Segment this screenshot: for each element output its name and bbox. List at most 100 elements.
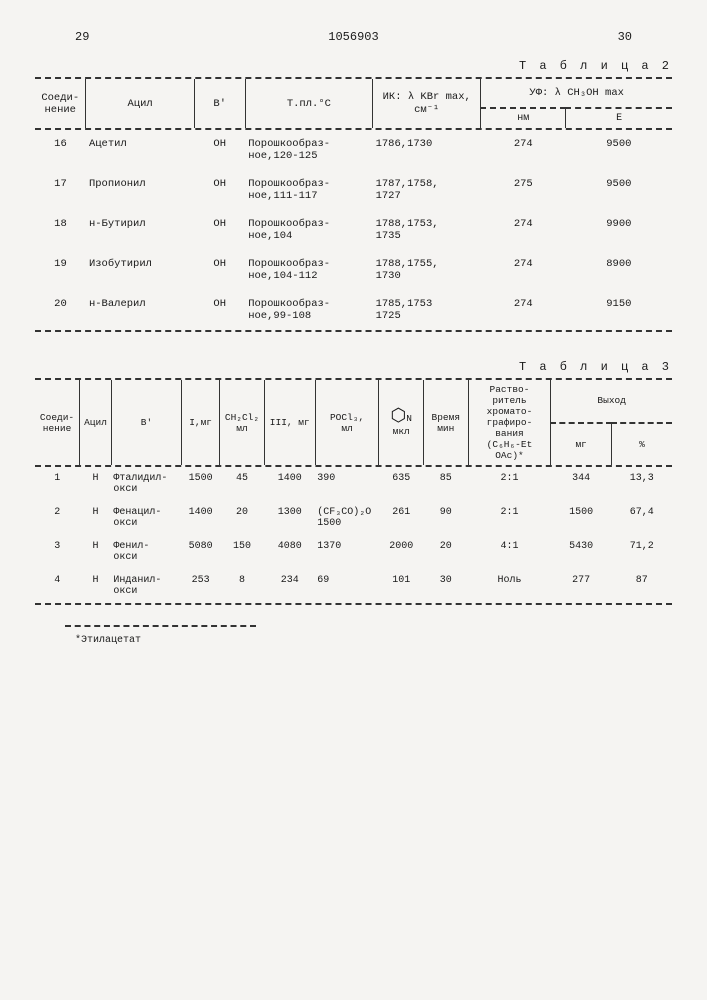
cell: 150 [220,535,265,569]
divider [65,625,256,627]
t3-col-compound: Соеди-нение [35,380,80,465]
cell: 1400 [264,467,315,501]
cell: OH [194,170,245,210]
cell: 1788,1753,1735 [373,210,481,250]
cell: 20 [220,501,265,535]
cell: 20 [424,535,469,569]
cell: OH [194,210,245,250]
table2-title: Т а б л и ц а 2 [35,59,672,73]
table-row: 19ИзобутирилOHПорошкообраз-ное,104-11217… [35,250,672,290]
cell: Порошкообраз-ное,104-112 [245,250,372,290]
cell: 2 [35,501,80,535]
t2-col-b: B' [194,79,245,128]
cell: Фенацил-окси [111,501,181,535]
t2-col-ik: ИК: λ KBr max, см⁻¹ [373,79,481,128]
cell: OH [194,130,245,170]
cell: 261 [379,501,424,535]
cell: 4:1 [468,535,551,569]
cell: 1300 [264,501,315,535]
cell: Инданил-окси [111,569,181,603]
cell: 5080 [181,535,219,569]
cell: 71,2 [611,535,672,569]
t3-col-mg: мг [551,423,612,466]
cell: Порошкообраз-ное,104 [245,210,372,250]
cell: Фенил-окси [111,535,181,569]
cell: Фталидил-окси [111,467,181,501]
table3: Соеди-нение Ацил B' I,мг CH₂Cl₂мл III, м… [35,380,672,603]
cell: 274 [481,250,566,290]
t2-col-uv: УФ: λ CH₃OH max [481,79,672,108]
table-row: 4HИнданил-окси25382346910130Ноль27787 [35,569,672,603]
cell: Ноль [468,569,551,603]
cell: H [80,569,112,603]
cell: 101 [379,569,424,603]
cell: 4080 [264,535,315,569]
cell: 1785,17531725 [373,290,481,330]
t2-col-e: Е [566,108,672,128]
cell: Пропионил [86,170,194,210]
cell: 19 [35,250,86,290]
table-row: 3HФенил-окси5080150408013702000204:15430… [35,535,672,569]
table-row: 2HФенацил-окси1400201300(CF₃CO)₂O1500261… [35,501,672,535]
cell: 274 [481,290,566,330]
cell: 1787,1758,1727 [373,170,481,210]
cell: H [80,501,112,535]
cell: 2:1 [468,501,551,535]
cell: 277 [551,569,612,603]
cell: 275 [481,170,566,210]
t2-col-tp: Т.пл.°С [245,79,372,128]
cell: 390 [315,467,379,501]
cell: 1500 [551,501,612,535]
cell: н-Бутирил [86,210,194,250]
t3-col-hex: ⬡Nмкл [379,380,424,465]
cell: 20 [35,290,86,330]
t2-col-acyl: Ацил [86,79,194,128]
cell: Порошкообраз-ное,99-108 [245,290,372,330]
cell: 8 [220,569,265,603]
t2-col-compound: Соеди-нение [35,79,86,128]
t3-col-ch: CH₂Cl₂мл [220,380,265,465]
cell: 18 [35,210,86,250]
cell: н-Валерил [86,290,194,330]
t3-col-b: B' [111,380,181,465]
cell: 16 [35,130,86,170]
cell: (CF₃CO)₂O1500 [315,501,379,535]
cell: 1786,1730 [373,130,481,170]
cell: 2:1 [468,467,551,501]
cell: 1788,1755,1730 [373,250,481,290]
cell: 253 [181,569,219,603]
cell: Порошкообраз-ное,120-125 [245,130,372,170]
t3-col-time: Времямин [424,380,469,465]
table-row: 20н-ВалерилOHПорошкообраз-ное,99-1081785… [35,290,672,330]
footnote: *Этилацетат [75,635,672,646]
cell: Ацетил [86,130,194,170]
cell: 13,3 [611,467,672,501]
cell: 344 [551,467,612,501]
table-row: 1HФталидил-окси1500451400390635852:13441… [35,467,672,501]
t3-col-pct: % [611,423,672,466]
cell: 67,4 [611,501,672,535]
cell: 45 [220,467,265,501]
t3-col-solvent: Раство-рительхромато-графиро-вания(C₆H₆-… [468,380,551,465]
t3-col-yield: Выход [551,380,672,423]
cell: 85 [424,467,469,501]
cell: 17 [35,170,86,210]
cell: 2000 [379,535,424,569]
cell: 9500 [566,130,672,170]
cell: 9900 [566,210,672,250]
page-header: 29 1056903 30 [35,30,672,44]
page-right: 30 [578,30,672,44]
t3-col-pocl: POCl₃,мл [315,380,379,465]
table-row: 16АцетилOHПорошкообраз-ное,120-1251786,1… [35,130,672,170]
table2: Соеди-нение Ацил B' Т.пл.°С ИК: λ KBr ma… [35,79,672,330]
cell: 1500 [181,467,219,501]
cell: 5430 [551,535,612,569]
cell: 3 [35,535,80,569]
page-center: 1056903 [288,30,418,44]
cell: 1400 [181,501,219,535]
cell: 635 [379,467,424,501]
cell: 9150 [566,290,672,330]
cell: OH [194,250,245,290]
cell: OH [194,290,245,330]
cell: Порошкообраз-ное,111-117 [245,170,372,210]
